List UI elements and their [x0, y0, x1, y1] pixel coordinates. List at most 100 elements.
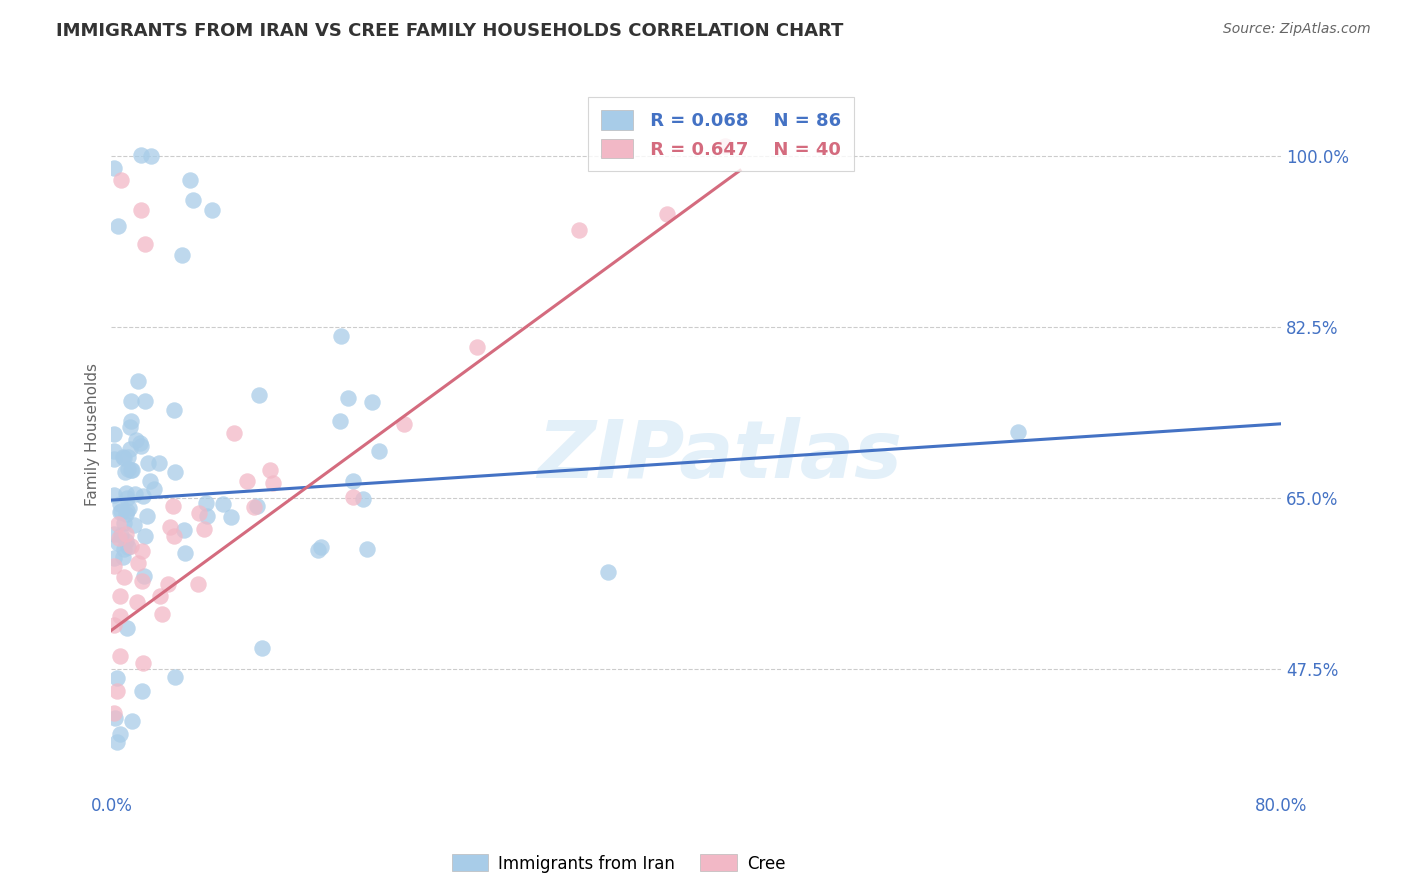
Point	[193, 522, 215, 536]
Point	[179, 173, 201, 187]
Point	[117, 540, 139, 554]
Point	[120, 463, 142, 477]
Point	[107, 517, 129, 532]
Point	[352, 491, 374, 506]
Point	[187, 506, 209, 520]
Point	[118, 501, 141, 516]
Point	[114, 465, 136, 479]
Point	[132, 656, 155, 670]
Point	[329, 413, 352, 427]
Point	[103, 161, 125, 176]
Point	[105, 672, 128, 686]
Point	[103, 618, 125, 632]
Point	[114, 570, 136, 584]
Point	[124, 434, 146, 448]
Point	[120, 414, 142, 428]
Point	[187, 577, 209, 591]
Point	[224, 425, 246, 440]
Point	[156, 577, 179, 591]
Point	[134, 393, 156, 408]
Point	[367, 444, 389, 458]
Point	[163, 670, 186, 684]
Point	[112, 516, 135, 530]
Point	[127, 556, 149, 570]
Point	[131, 684, 153, 698]
Point	[117, 461, 139, 475]
Point	[108, 649, 131, 664]
Point	[360, 395, 382, 409]
Point	[259, 463, 281, 477]
Point	[163, 529, 186, 543]
Point	[132, 569, 155, 583]
Point	[127, 595, 149, 609]
Point	[103, 426, 125, 441]
Text: IMMIGRANTS FROM IRAN VS CREE FAMILY HOUSEHOLDS CORRELATION CHART: IMMIGRANTS FROM IRAN VS CREE FAMILY HOUS…	[56, 22, 844, 40]
Legend:  R = 0.068    N = 86,  R = 0.647    N = 40: R = 0.068 N = 86, R = 0.647 N = 40	[588, 97, 853, 171]
Text: Source: ZipAtlas.com: Source: ZipAtlas.com	[1223, 22, 1371, 37]
Point	[195, 508, 218, 523]
Point	[103, 551, 125, 566]
Point	[131, 544, 153, 558]
Point	[115, 507, 138, 521]
Point	[112, 450, 135, 465]
Point	[110, 528, 132, 542]
Point	[111, 549, 134, 564]
Point	[159, 519, 181, 533]
Point	[134, 529, 156, 543]
Point	[107, 531, 129, 545]
Point	[114, 533, 136, 548]
Point	[134, 236, 156, 251]
Point	[149, 589, 172, 603]
Point	[110, 173, 132, 187]
Point	[1007, 425, 1029, 439]
Point	[143, 483, 166, 497]
Point	[118, 442, 141, 457]
Point	[108, 505, 131, 519]
Point	[127, 374, 149, 388]
Point	[131, 148, 153, 162]
Point	[714, 139, 737, 153]
Point	[115, 621, 138, 635]
Point	[568, 223, 591, 237]
Point	[129, 202, 152, 217]
Point	[236, 474, 259, 488]
Point	[598, 566, 620, 580]
Point	[465, 340, 488, 354]
Point	[115, 526, 138, 541]
Point	[128, 435, 150, 450]
Point	[107, 735, 129, 749]
Point	[337, 392, 360, 406]
Point	[112, 450, 135, 465]
Point	[136, 456, 159, 470]
Point	[342, 475, 364, 489]
Point	[309, 540, 332, 554]
Point	[103, 443, 125, 458]
Legend: Immigrants from Iran, Cree: Immigrants from Iran, Cree	[446, 847, 792, 880]
Point	[110, 727, 132, 741]
Point	[131, 574, 153, 588]
Point	[104, 711, 127, 725]
Point	[110, 504, 132, 518]
Point	[163, 465, 186, 479]
Point	[121, 714, 143, 728]
Point	[356, 541, 378, 556]
Point	[118, 420, 141, 434]
Point	[246, 499, 269, 513]
Point	[112, 541, 135, 556]
Point	[162, 499, 184, 513]
Point	[103, 706, 125, 721]
Point	[655, 207, 678, 221]
Point	[150, 607, 173, 621]
Point	[392, 417, 415, 431]
Point	[173, 523, 195, 537]
Point	[117, 504, 139, 518]
Point	[342, 490, 364, 504]
Point	[139, 474, 162, 488]
Point	[103, 558, 125, 573]
Point	[141, 149, 163, 163]
Point	[124, 487, 146, 501]
Point	[117, 450, 139, 464]
Point	[201, 202, 224, 217]
Point	[219, 509, 242, 524]
Y-axis label: Family Households: Family Households	[86, 363, 100, 506]
